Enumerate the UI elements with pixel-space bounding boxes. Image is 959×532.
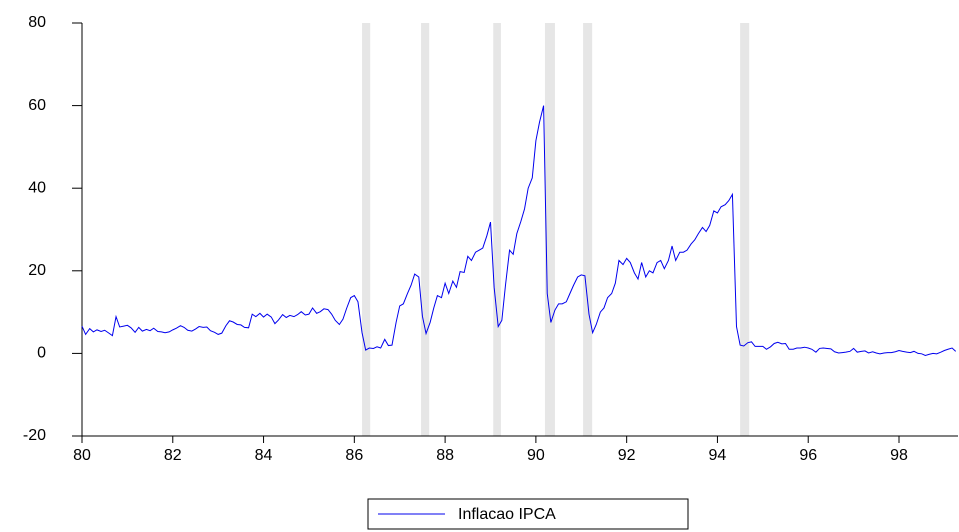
x-tick-label: 80 bbox=[73, 447, 91, 464]
shaded-period bbox=[493, 23, 501, 436]
series-line bbox=[81, 105, 957, 357]
x-tick-label: 98 bbox=[890, 447, 908, 464]
y-tick-label: -20 bbox=[23, 427, 46, 444]
y-tick-label: 40 bbox=[28, 179, 46, 196]
x-tick-label: 84 bbox=[255, 447, 273, 464]
shaded-period bbox=[544, 23, 555, 436]
shaded-period bbox=[583, 23, 593, 436]
x-tick-label: 94 bbox=[709, 447, 727, 464]
x-tick-label: 90 bbox=[527, 447, 545, 464]
y-tick-label: 60 bbox=[28, 97, 46, 114]
y-tick-label: 20 bbox=[28, 262, 46, 279]
y-tick-label: 0 bbox=[37, 345, 46, 362]
x-tick-label: 96 bbox=[799, 447, 817, 464]
y-tick-label: 80 bbox=[28, 14, 46, 31]
shaded-period bbox=[421, 23, 430, 436]
shaded-period bbox=[740, 23, 750, 436]
shade-group bbox=[362, 23, 750, 436]
x-tick-label: 88 bbox=[436, 447, 454, 464]
x-tick-label: 86 bbox=[345, 447, 363, 464]
shaded-period bbox=[362, 23, 371, 436]
x-tick-label: 82 bbox=[164, 447, 182, 464]
x-tick-label: 92 bbox=[618, 447, 636, 464]
legend-label: Inflacao IPCA bbox=[458, 506, 556, 523]
